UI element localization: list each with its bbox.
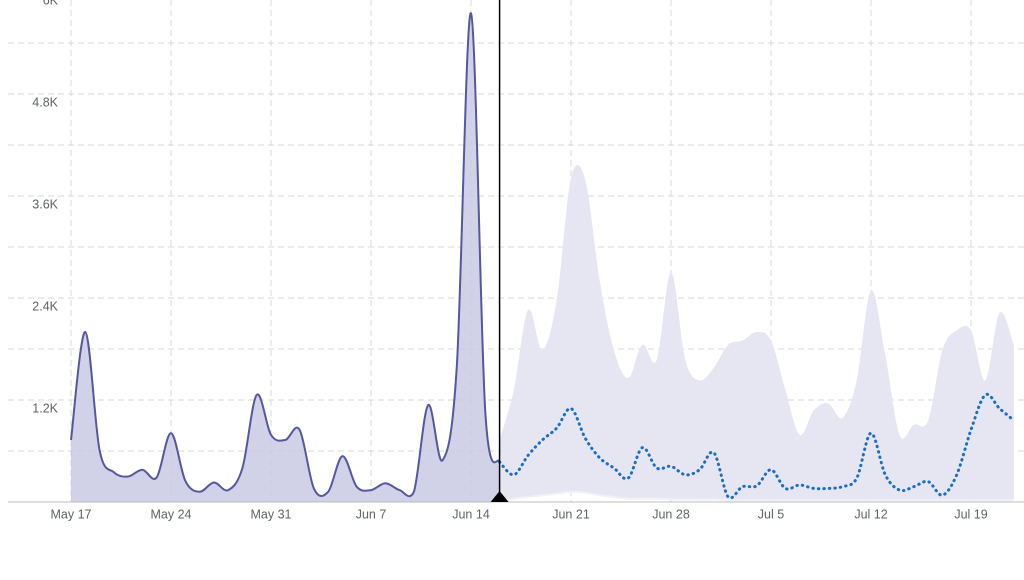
x-tick-label: Jun 28	[652, 507, 690, 521]
y-tick-label: 3.6K	[32, 197, 58, 211]
y-tick-label: 4.8K	[32, 95, 58, 109]
y-tick-label: 6K	[43, 0, 59, 7]
x-tick-label: Jul 19	[954, 507, 987, 521]
forecast-line	[498, 392, 1016, 500]
x-tick-label: Jun 21	[552, 507, 590, 521]
band-lower-edge	[499, 490, 1014, 503]
x-tick-label: Jul 12	[854, 507, 887, 521]
x-tick-label: May 17	[51, 507, 92, 521]
x-tick-label: May 31	[251, 507, 292, 521]
x-tick-label: Jun 14	[452, 507, 490, 521]
x-tick-label: Jun 7	[356, 507, 387, 521]
x-tick-label: Jul 5	[758, 507, 784, 521]
current-date-handle	[490, 491, 509, 502]
y-tick-label: 1.2K	[32, 401, 58, 415]
x-tick-label: May 24	[151, 507, 192, 521]
marks	[8, 0, 1024, 503]
y-tick-label: 2.4K	[32, 299, 58, 313]
confidence-band	[499, 165, 1014, 503]
actual-area	[71, 13, 500, 502]
actual-line	[70, 12, 501, 498]
labels: 1.2K 2.4K 3.6K 4.8K 6K May 17 May 24 May 31 Jun …	[32, 0, 987, 521]
